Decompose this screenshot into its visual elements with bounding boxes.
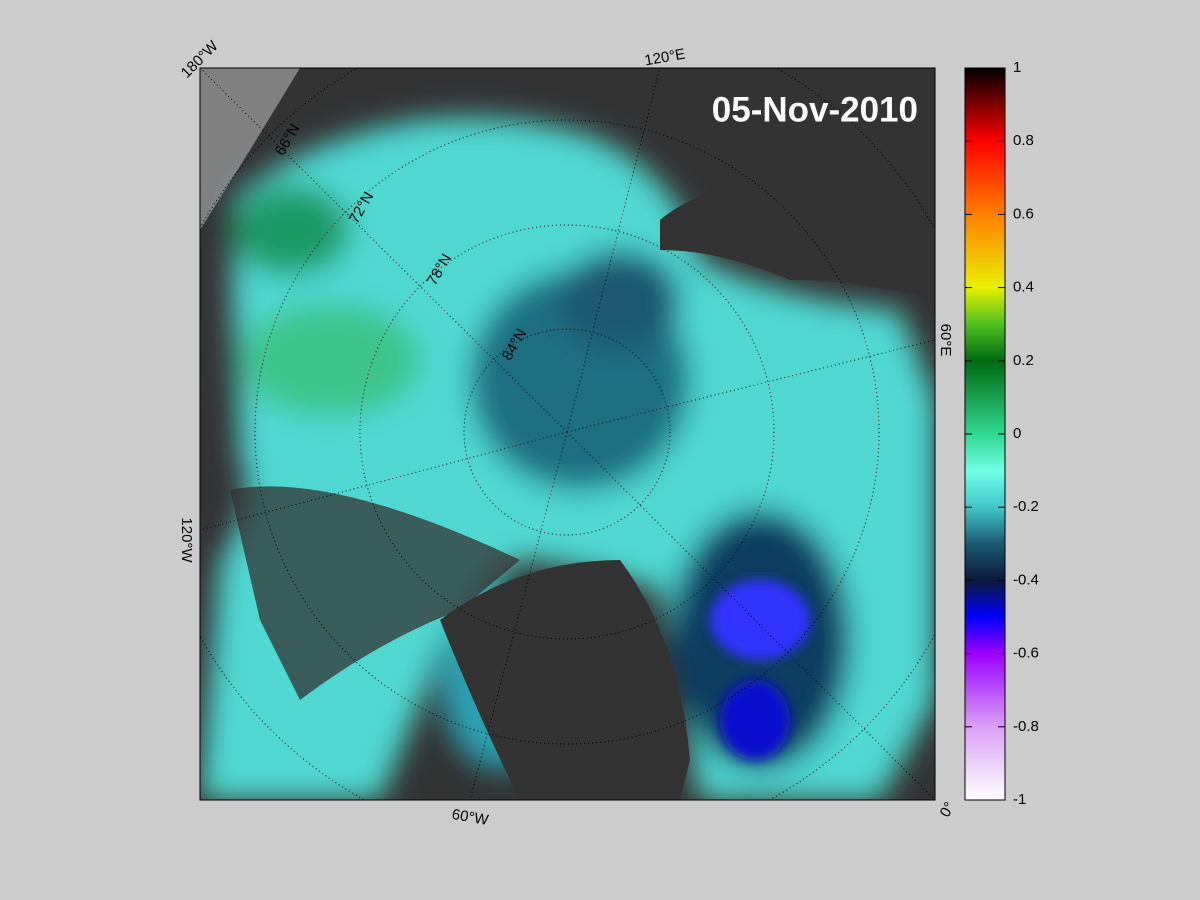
colorbar-tick-label: -1 bbox=[1013, 791, 1026, 808]
archipelago bbox=[230, 486, 520, 700]
colorbar-tick-label: -0.4 bbox=[1013, 571, 1039, 588]
siberia bbox=[660, 150, 935, 300]
date-label: 05-Nov-2010 bbox=[712, 90, 918, 129]
map bbox=[200, 68, 935, 800]
colorbar-tick-label: 0.2 bbox=[1013, 352, 1034, 369]
colorbar-tick-label: 1 bbox=[1013, 59, 1021, 76]
colorbar-tick-label: 0 bbox=[1013, 425, 1021, 442]
colorbar-tick-label: 0.6 bbox=[1013, 205, 1034, 222]
longitude-label: 120°W bbox=[178, 517, 195, 563]
colorbar-tick-label: 0.8 bbox=[1013, 132, 1034, 149]
longitude-label: 120°E bbox=[643, 46, 686, 70]
map-frame bbox=[199, 67, 936, 801]
greenland bbox=[440, 560, 690, 800]
colorbar-tick-label: 0.4 bbox=[1013, 279, 1034, 296]
colorbar-tick-label: -0.2 bbox=[1013, 498, 1039, 515]
colorbar-axis: 1 0.8 0.6 0.4 0.2 0 -0.2 -0.4 -0.6 -0.8 -1 bbox=[965, 59, 1039, 808]
longitude-label: 60°E bbox=[937, 324, 954, 357]
longitude-label: 0° bbox=[937, 799, 959, 820]
longitude-label: 60°W bbox=[450, 806, 490, 829]
colorbar-tick-label: -0.6 bbox=[1013, 645, 1039, 662]
colorbar-tick-label: -0.8 bbox=[1013, 718, 1039, 735]
missing-data bbox=[200, 68, 300, 230]
graticule bbox=[200, 68, 935, 800]
ocean-minimum bbox=[710, 580, 810, 760]
